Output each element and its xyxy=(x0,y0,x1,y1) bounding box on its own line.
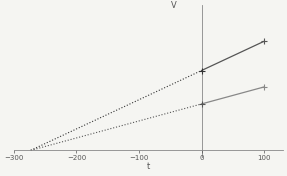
X-axis label: t: t xyxy=(147,162,150,171)
Y-axis label: V: V xyxy=(171,1,177,10)
